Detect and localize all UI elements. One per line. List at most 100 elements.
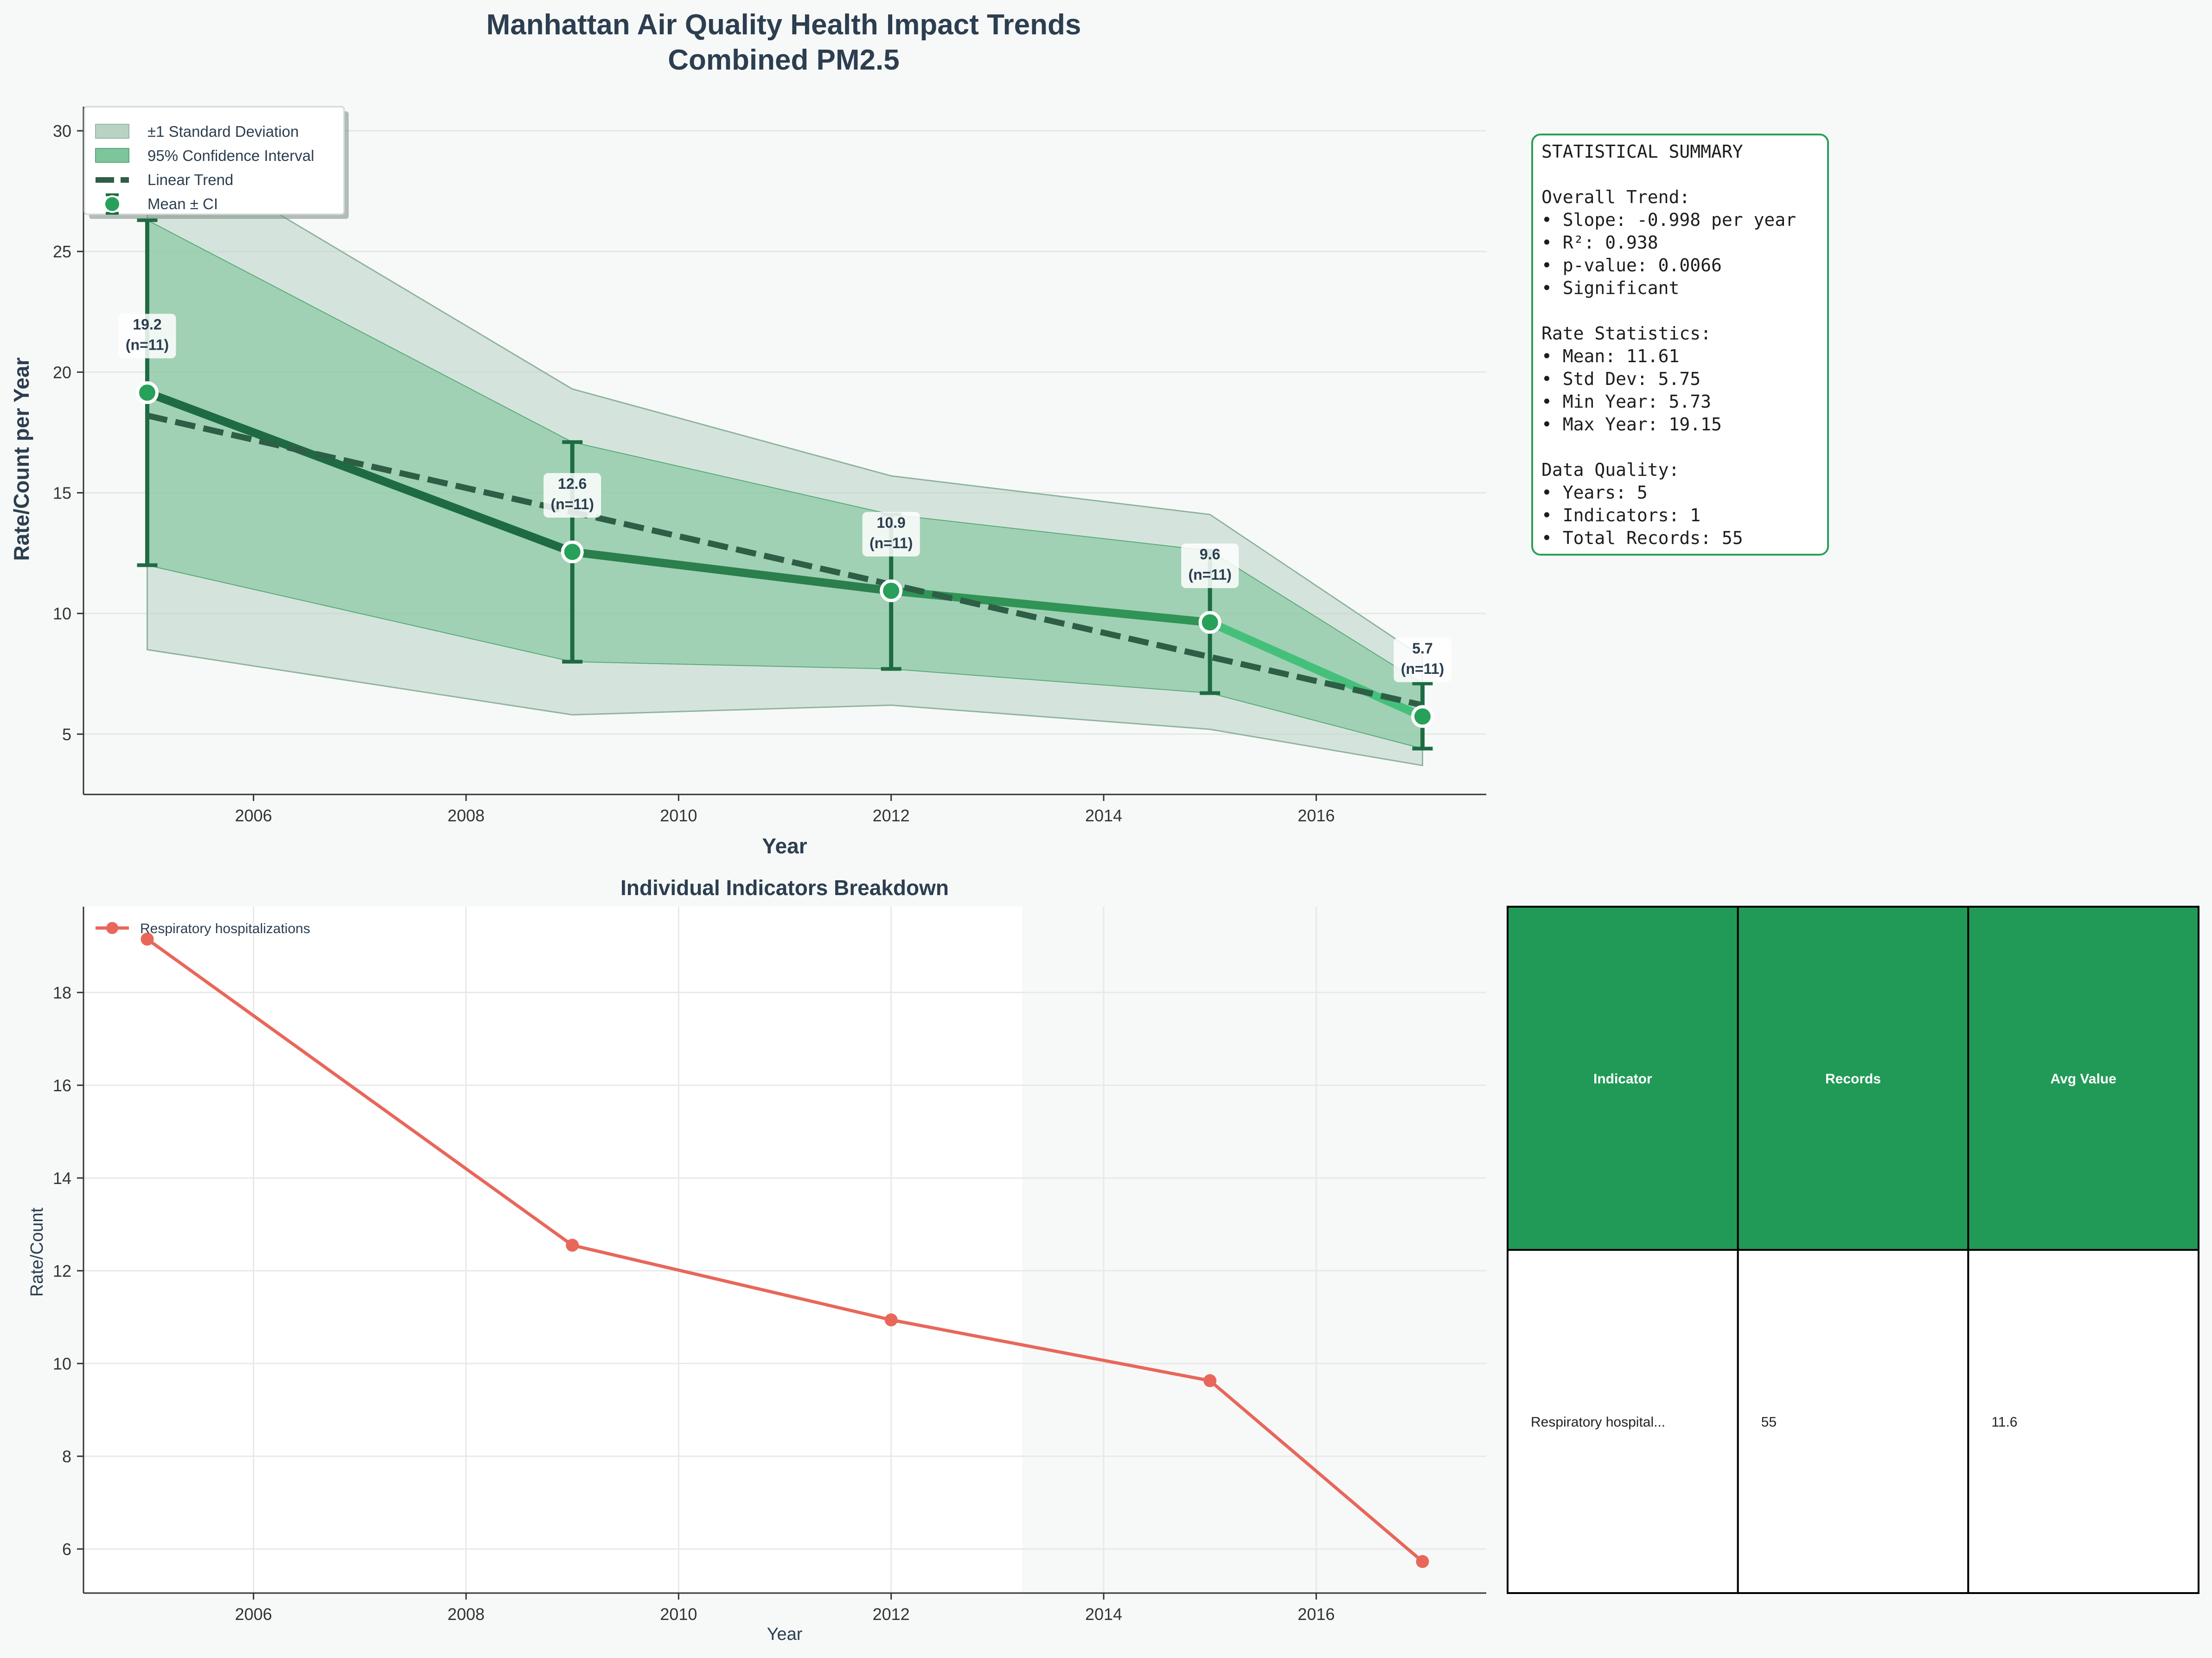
table-cell bbox=[1967, 1249, 2200, 1594]
top-x-tick-label: 2010 bbox=[660, 806, 697, 825]
table-header-cell bbox=[1507, 906, 1739, 1251]
bottom-y-tick-label: 16 bbox=[53, 1076, 71, 1095]
top-x-tick-label: 2012 bbox=[873, 806, 910, 825]
top-y-axis-label: Rate/Count per Year bbox=[9, 357, 33, 561]
bottom-y-tick-label: 18 bbox=[53, 983, 71, 1002]
summary-line: • Total Records: 55 bbox=[1541, 528, 1743, 548]
mean-point bbox=[561, 540, 584, 563]
bottom-series bbox=[141, 933, 1429, 1568]
legend-respiratory-label: Respiratory hospitalizations bbox=[140, 921, 310, 936]
table-cell-text: 55 bbox=[1761, 1415, 1777, 1430]
legend-ci-swatch bbox=[95, 148, 129, 163]
respiratory-point bbox=[141, 933, 154, 946]
point-n-label: (n=11) bbox=[1401, 660, 1444, 677]
summary-line: • Std Dev: 5.75 bbox=[1541, 369, 1701, 389]
summary-line: Rate Statistics: bbox=[1541, 323, 1711, 344]
respiratory-point bbox=[884, 1313, 898, 1326]
bottom-y-axis-label: Rate/Count bbox=[27, 1207, 47, 1297]
bottom-x-axis-label: Year bbox=[767, 1625, 803, 1644]
summary-line: • Indicators: 1 bbox=[1541, 505, 1701, 525]
legend-sd-swatch bbox=[95, 124, 129, 139]
summary-text: STATISTICAL SUMMARY Overall Trend: • Slope… bbox=[1541, 141, 1796, 548]
summary-line: • Max Year: 19.15 bbox=[1541, 414, 1722, 435]
bottom-x-tick-label: 2014 bbox=[1085, 1605, 1122, 1624]
statistical-summary: STATISTICAL SUMMARY Overall Trend: • Slope… bbox=[1531, 134, 1829, 556]
table-cell bbox=[1507, 1249, 1739, 1594]
top-y-tick-label: 30 bbox=[53, 122, 71, 141]
bottom-y-tick-label: 8 bbox=[62, 1447, 71, 1466]
table-header-label: Indicator bbox=[1593, 1071, 1652, 1087]
top-y-tick-label: 5 bbox=[62, 725, 71, 744]
mean-point bbox=[136, 381, 159, 404]
table-cell-text: Respiratory hospital... bbox=[1531, 1415, 1665, 1430]
mean-point bbox=[880, 579, 903, 602]
top-x-axis-label: Year bbox=[762, 834, 807, 858]
table-header-cell bbox=[1737, 906, 1969, 1251]
top-y-tick-label: 20 bbox=[53, 363, 71, 382]
summary-line: • Mean: 11.61 bbox=[1541, 346, 1679, 366]
indicator-table: Indicator Records Avg Value Respiratory hos… bbox=[1507, 906, 2200, 1594]
top-x-tick-label: 2008 bbox=[448, 806, 485, 825]
legend-mean-label: Mean ± CI bbox=[147, 195, 218, 212]
bottom-grid bbox=[83, 907, 1486, 1593]
summary-line: Data Quality: bbox=[1541, 460, 1679, 480]
summary-line: • R²: 0.938 bbox=[1541, 232, 1658, 253]
linear-trend-line bbox=[147, 412, 1423, 708]
bottom-x-tick-label: 2006 bbox=[235, 1605, 272, 1624]
bottom-y-tick-label: 12 bbox=[53, 1261, 71, 1280]
legend-trend-label: Linear Trend bbox=[147, 171, 233, 188]
table-cell-text: 11.6 bbox=[1991, 1415, 2017, 1430]
top-bands bbox=[147, 134, 1423, 767]
mean-line-segment bbox=[568, 548, 895, 595]
table-header-label: Avg Value bbox=[2051, 1071, 2116, 1087]
top-y-tick-label: 25 bbox=[53, 242, 71, 261]
point-label: 12.6 (n=11) bbox=[543, 473, 601, 518]
main-trend-chart: 19.2(n=11)12.6(n=11)10.9(n=11)9.6(n=11)5… bbox=[9, 106, 1486, 858]
point-n-label: (n=11) bbox=[1188, 566, 1231, 583]
top-trend bbox=[147, 412, 1423, 708]
point-label: 10.9 (n=11) bbox=[862, 512, 920, 557]
point-n-label: (n=11) bbox=[126, 337, 169, 353]
top-y-tick-label: 10 bbox=[53, 604, 71, 623]
top-x-tick-label: 2014 bbox=[1085, 806, 1122, 825]
respiratory-point bbox=[1416, 1555, 1429, 1568]
mean-point bbox=[1411, 705, 1434, 728]
summary-line: STATISTICAL SUMMARY bbox=[1541, 141, 1743, 162]
top-axes: 2006 2008 2010 2012 2014 2016 5 10 15 20 25 30 bbox=[53, 107, 1486, 825]
summary-line: • p-value: 0.0066 bbox=[1541, 255, 1722, 275]
point-label: 5.7 (n=11) bbox=[1394, 637, 1451, 682]
summary-line: Overall Trend: bbox=[1541, 187, 1690, 207]
point-label: 9.6 (n=11) bbox=[1181, 543, 1239, 588]
point-label: 19.2 (n=11) bbox=[118, 314, 176, 358]
summary-line: • Years: 5 bbox=[1541, 482, 1648, 503]
top-x-tick-label: 2006 bbox=[235, 806, 272, 825]
bottom-x-tick-label: 2008 bbox=[448, 1605, 485, 1624]
bottom-chart-title: Individual Indicators Breakdown bbox=[620, 876, 949, 900]
point-value-label: 5.7 bbox=[1412, 640, 1432, 657]
summary-box bbox=[1531, 134, 1829, 556]
summary-line: • Min Year: 5.73 bbox=[1541, 391, 1711, 412]
legend-respiratory-marker bbox=[106, 922, 118, 934]
legend-ci-label: 95% Confidence Interval bbox=[147, 147, 314, 164]
point-n-label: (n=11) bbox=[869, 535, 913, 551]
bottom-y-tick-label: 10 bbox=[53, 1354, 71, 1373]
point-value-label: 9.6 bbox=[1200, 546, 1220, 563]
respiratory-point bbox=[1203, 1374, 1217, 1387]
bottom-x-tick-label: 2010 bbox=[660, 1605, 697, 1624]
legend-mean-swatch bbox=[103, 193, 121, 215]
bottom-x-tick-label: 2012 bbox=[873, 1605, 910, 1624]
mean-line-segment bbox=[143, 388, 577, 557]
top-legend: ±1 Standard Deviation 95% Confidence Int… bbox=[83, 106, 349, 219]
bottom-y-tick-label: 6 bbox=[62, 1540, 71, 1559]
mean-point bbox=[1198, 611, 1221, 634]
bottom-y-tick-label: 14 bbox=[53, 1169, 71, 1188]
top-x-tick-label: 2016 bbox=[1298, 806, 1335, 825]
point-value-label: 12.6 bbox=[558, 475, 587, 492]
table-header-label: Records bbox=[1825, 1071, 1881, 1087]
summary-line: • Significant bbox=[1541, 278, 1679, 298]
respiratory-point bbox=[566, 1239, 579, 1252]
bottom-legend: Respiratory hospitalizations bbox=[96, 921, 310, 936]
top-points bbox=[136, 381, 1434, 728]
